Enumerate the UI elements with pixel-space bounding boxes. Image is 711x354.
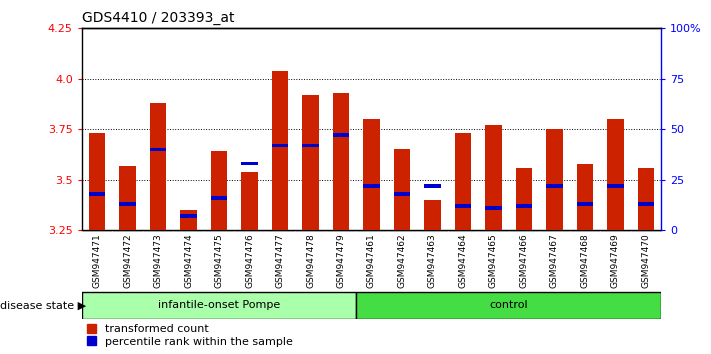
Bar — [180, 210, 197, 230]
Bar — [515, 204, 533, 208]
Legend: transformed count, percentile rank within the sample: transformed count, percentile rank withi… — [87, 324, 293, 347]
Bar — [180, 214, 197, 218]
Bar — [302, 143, 319, 147]
Text: GDS4410 / 203393_at: GDS4410 / 203393_at — [82, 11, 234, 24]
Text: GSM947479: GSM947479 — [336, 233, 346, 288]
Bar — [394, 149, 410, 230]
Bar — [638, 202, 654, 206]
Bar — [485, 125, 502, 230]
Bar — [82, 292, 356, 319]
Bar — [546, 184, 563, 188]
Bar — [149, 148, 166, 151]
Text: disease state ▶: disease state ▶ — [0, 300, 86, 310]
Text: GSM947474: GSM947474 — [184, 233, 193, 288]
Bar — [89, 133, 105, 230]
Bar — [149, 103, 166, 230]
Text: GSM947466: GSM947466 — [520, 233, 528, 288]
Text: GSM947477: GSM947477 — [275, 233, 284, 288]
Text: GSM947478: GSM947478 — [306, 233, 315, 288]
Text: GSM947463: GSM947463 — [428, 233, 437, 288]
Text: GSM947462: GSM947462 — [397, 233, 407, 288]
Text: GSM947476: GSM947476 — [245, 233, 254, 288]
Bar — [424, 200, 441, 230]
Text: GSM947470: GSM947470 — [641, 233, 651, 288]
Bar — [454, 204, 471, 208]
Text: GSM947471: GSM947471 — [92, 233, 102, 288]
Text: GSM947475: GSM947475 — [215, 233, 223, 288]
Bar — [119, 202, 136, 206]
Bar — [363, 119, 380, 230]
Bar — [356, 292, 661, 319]
Bar — [515, 167, 533, 230]
Text: infantile-onset Pompe: infantile-onset Pompe — [158, 300, 280, 310]
Text: GSM947469: GSM947469 — [611, 233, 620, 288]
Text: GSM947472: GSM947472 — [123, 233, 132, 288]
Bar — [302, 95, 319, 230]
Text: GSM947464: GSM947464 — [459, 233, 468, 288]
Bar — [241, 162, 258, 165]
Bar — [333, 133, 349, 137]
Text: GSM947461: GSM947461 — [367, 233, 376, 288]
Bar — [546, 129, 563, 230]
Bar — [424, 184, 441, 188]
Bar — [485, 206, 502, 210]
Bar — [272, 143, 289, 147]
Bar — [454, 133, 471, 230]
Bar — [89, 192, 105, 196]
Text: GSM947468: GSM947468 — [580, 233, 589, 288]
Bar — [577, 164, 594, 230]
Bar — [210, 152, 228, 230]
Bar — [119, 166, 136, 230]
Bar — [607, 184, 624, 188]
Text: GSM947473: GSM947473 — [154, 233, 163, 288]
Bar — [210, 196, 228, 200]
Bar — [638, 167, 654, 230]
Bar — [241, 172, 258, 230]
Text: control: control — [489, 300, 528, 310]
Text: GSM947465: GSM947465 — [489, 233, 498, 288]
Bar — [577, 202, 594, 206]
Bar — [394, 192, 410, 196]
Bar — [363, 184, 380, 188]
Text: GSM947467: GSM947467 — [550, 233, 559, 288]
Bar — [607, 119, 624, 230]
Bar — [272, 71, 289, 230]
Bar — [333, 93, 349, 230]
